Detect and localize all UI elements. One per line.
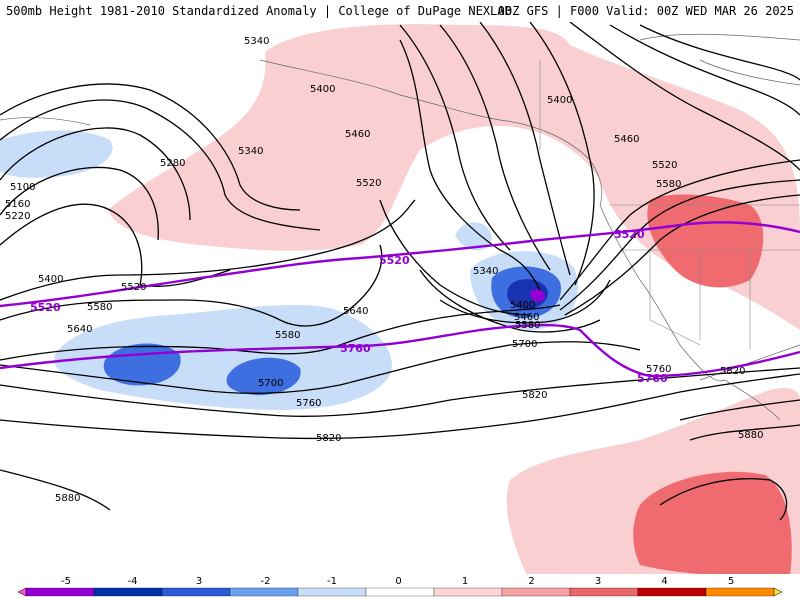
anomaly-map: 5100 5160 5220 5280 5340 5340 5340 5400 … — [0, 22, 800, 582]
contour-label: 5760 — [646, 364, 671, 375]
contour-label: 5340 — [244, 36, 269, 47]
contour-label: 5400 — [38, 274, 63, 285]
contour-label: 5520 — [652, 160, 677, 171]
colorbar-tick-label: -2 — [261, 576, 271, 587]
colorbar-tick-labels: -5 -4 3 -2 -1 0 1 2 3 4 5 — [61, 576, 734, 587]
contour-label: 5400 — [310, 84, 335, 95]
contour-label: 5580 — [275, 330, 300, 341]
contour-label: 5460 — [514, 312, 539, 323]
contour-label: 5580 — [656, 179, 681, 190]
contour-label: 5400 — [547, 95, 572, 106]
coastlines — [0, 33, 800, 421]
colorbar-tick-label: -1 — [327, 576, 337, 587]
contour-label: 5700 — [258, 378, 283, 389]
colorbar-segment — [501, 587, 571, 597]
contour-label: 5760 — [296, 398, 321, 409]
reference-label: 5520 — [379, 254, 410, 267]
contour-label: 5520 — [121, 282, 146, 293]
colorbar-tick-label: 0 — [395, 576, 401, 587]
contour-label: 5340 — [238, 146, 263, 157]
colorbar-segment — [161, 587, 231, 597]
colorbar-segment — [637, 587, 707, 597]
contour-label: 5580 — [87, 302, 112, 313]
contour-label: 5520 — [356, 178, 381, 189]
colorbar-max-arrow — [773, 587, 783, 597]
colorbar-segment — [93, 587, 163, 597]
contour-label: 5280 — [160, 158, 185, 169]
political-borders — [539, 60, 800, 350]
positive-anomaly-fill — [108, 24, 800, 582]
colorbar-segment — [25, 587, 95, 597]
reference-label: 5520 — [30, 301, 61, 314]
contour-label: 5820 — [522, 390, 547, 401]
reference-labels: 5520 5520 5520 5760 5760 — [30, 228, 668, 385]
height-contours — [0, 22, 800, 521]
colorbar-segment — [433, 587, 503, 597]
contour-label: 5640 — [343, 306, 368, 317]
reference-label: 5520 — [614, 228, 645, 241]
colorbar-segment — [365, 587, 435, 597]
contour-label: 5220 — [5, 211, 30, 222]
header: 500mb Height 1981-2010 Standardized Anom… — [0, 0, 800, 22]
colorbar-tick-label: -5 — [61, 576, 71, 587]
reference-label: 5760 — [340, 342, 371, 355]
colorbar-tick-label: 1 — [462, 576, 468, 587]
contour-label: 5100 — [10, 182, 35, 193]
contour-label: 5460 — [614, 134, 639, 145]
map-title: 500mb Height 1981-2010 Standardized Anom… — [6, 4, 512, 18]
contour-label: 5820 — [720, 366, 745, 377]
colorbar-tick-label: -4 — [128, 576, 138, 587]
colorbar-min-arrow — [17, 587, 27, 597]
colorbar-segment — [705, 587, 775, 597]
contour-label: 5880 — [55, 493, 80, 504]
contour-label: 5580 — [515, 320, 540, 331]
contour-label: 5880 — [738, 430, 763, 441]
negative-anomaly-fill — [0, 130, 579, 410]
colorbar-segment — [297, 587, 367, 597]
contour-label: 5640 — [67, 324, 92, 335]
colorbar: -5 -4 3 -2 -1 0 1 2 3 4 5 — [0, 574, 800, 600]
colorbar-tick-label: 4 — [661, 576, 667, 587]
contour-labels: 5100 5160 5220 5280 5340 5340 5340 5400 … — [5, 36, 763, 504]
colorbar-tick-label: 2 — [528, 576, 534, 587]
contour-label: 5700 — [512, 339, 537, 350]
contour-label: 5820 — [316, 433, 341, 444]
contour-label: 5400 — [510, 300, 535, 311]
colorbar-segment — [569, 587, 639, 597]
colorbar-tick-label: 3 — [196, 576, 202, 587]
reference-contours — [0, 221, 800, 378]
model-run-label: 00Z GFS | F000 Valid: 00Z WED MAR 26 202… — [497, 4, 794, 18]
colorbar-tick-label: 3 — [595, 576, 601, 587]
reference-label: 5760 — [637, 372, 668, 385]
contour-label: 5340 — [473, 266, 498, 277]
contour-label: 5160 — [5, 199, 30, 210]
colorbar-segment — [229, 587, 299, 597]
colorbar-segments — [17, 587, 783, 597]
colorbar-tick-label: 5 — [728, 576, 734, 587]
contour-label: 5460 — [345, 129, 370, 140]
